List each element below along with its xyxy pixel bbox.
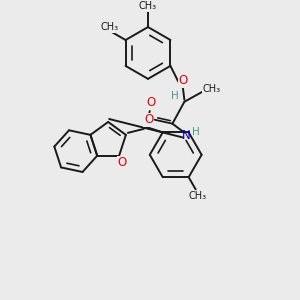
Text: O: O xyxy=(179,74,188,87)
Text: O: O xyxy=(144,113,153,126)
Text: CH₃: CH₃ xyxy=(202,84,220,94)
Text: CH₃: CH₃ xyxy=(101,22,119,32)
Text: O: O xyxy=(118,156,127,169)
Text: O: O xyxy=(146,97,155,110)
Text: CH₃: CH₃ xyxy=(189,191,207,201)
Text: H: H xyxy=(170,91,178,101)
Text: H: H xyxy=(193,127,200,136)
Text: CH₃: CH₃ xyxy=(139,1,157,11)
Text: N: N xyxy=(182,129,191,142)
